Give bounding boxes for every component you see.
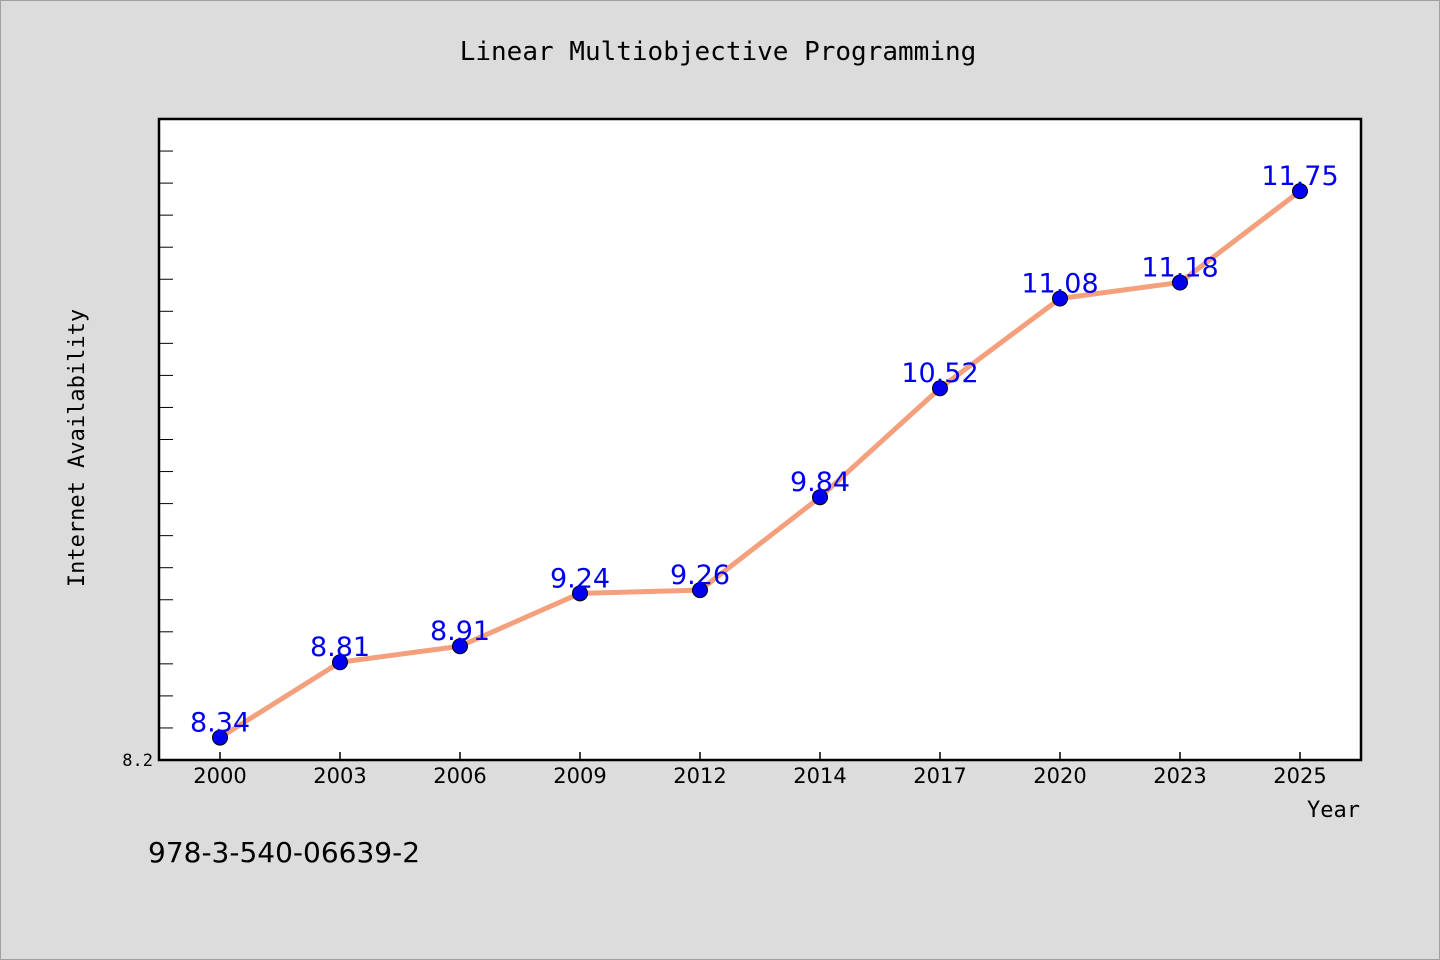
data-label: 11.08 xyxy=(1021,268,1098,299)
data-label: 9.24 xyxy=(550,563,610,594)
data-point xyxy=(572,585,588,602)
series-markers xyxy=(212,183,1308,746)
data-point xyxy=(332,654,348,671)
y-tick-label: 8.2 xyxy=(122,751,153,771)
data-point xyxy=(932,380,948,397)
x-tick-label: 2023 xyxy=(1153,764,1206,788)
data-point xyxy=(812,489,828,506)
x-tick-label: 2003 xyxy=(313,764,366,788)
data-labels: 8.34 8.81 8.91 9.24 9.26 9.84 10.52 11.08 11.18 1… xyxy=(190,161,1339,738)
y-axis-label: Internet Availability xyxy=(65,309,90,587)
x-axis-tick-labels: 2000 2003 2006 2009 2012 2014 2017 2020 2023 2025 xyxy=(193,764,1326,788)
plot-area xyxy=(157,117,1363,762)
data-point xyxy=(212,729,228,746)
data-point xyxy=(452,638,468,655)
data-label: 8.91 xyxy=(430,616,490,647)
data-label: 8.81 xyxy=(310,632,370,663)
x-tick-label: 2014 xyxy=(793,764,846,788)
x-axis-ticks xyxy=(219,752,1301,760)
footer-code: 978-3-540-06639-2 xyxy=(148,836,420,869)
x-tick-label: 2006 xyxy=(433,764,486,788)
x-tick-label: 2017 xyxy=(913,764,966,788)
data-point xyxy=(692,582,708,599)
x-axis-label: Year xyxy=(1307,798,1360,823)
x-tick-label: 2012 xyxy=(673,764,726,788)
data-point xyxy=(1292,183,1308,200)
chart-title: Linear Multiobjective Programming xyxy=(460,37,977,67)
y-axis-ticks xyxy=(159,150,173,729)
data-label: 11.75 xyxy=(1261,161,1338,192)
data-point xyxy=(1172,274,1188,291)
data-label: 10.52 xyxy=(901,358,978,389)
x-tick-label: 2020 xyxy=(1033,764,1086,788)
data-label: 8.34 xyxy=(190,708,250,739)
x-tick-label: 2025 xyxy=(1273,764,1326,788)
series-line xyxy=(217,188,1303,741)
x-tick-label: 2009 xyxy=(553,764,606,788)
x-tick-label: 2000 xyxy=(193,764,246,788)
data-label: 9.84 xyxy=(790,467,850,498)
data-point xyxy=(1052,290,1068,307)
data-label: 11.18 xyxy=(1141,252,1218,283)
data-label: 9.26 xyxy=(670,560,730,591)
